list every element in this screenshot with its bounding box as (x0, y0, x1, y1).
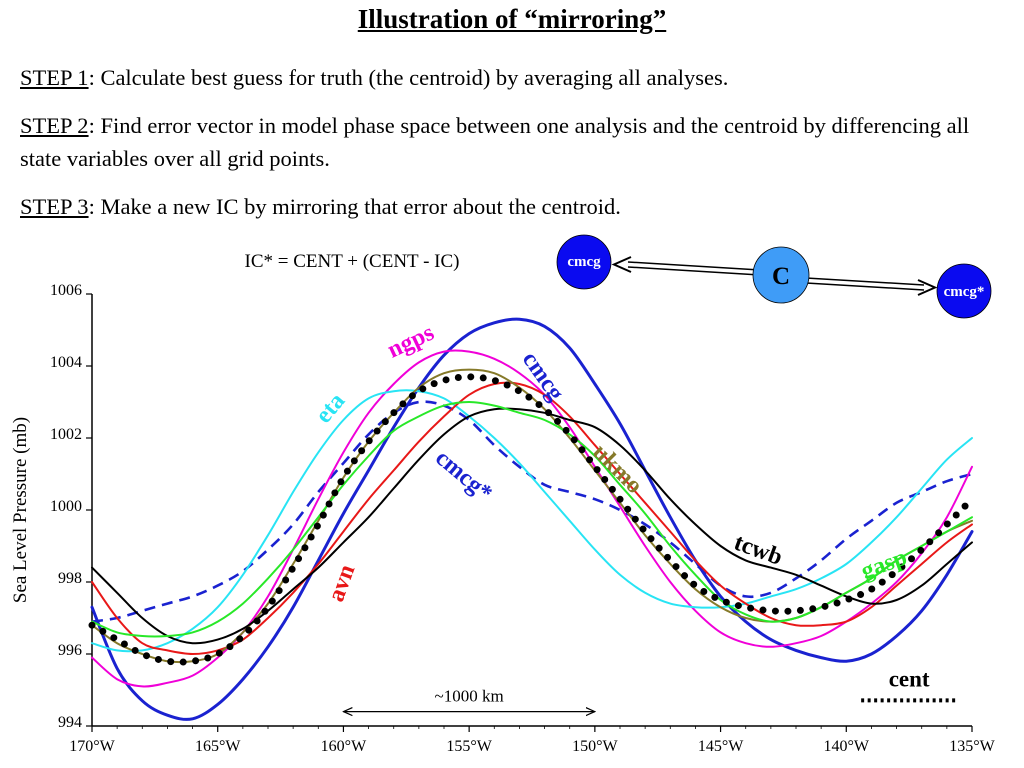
mirrored-ic-circle-label: cmcg* (944, 284, 985, 300)
series-line-cmcg-star (91, 400, 973, 623)
series-label-gasp: gasp (858, 544, 911, 584)
page-title: Illustration of “mirroring” (357, 4, 667, 34)
mirrored-ic-circle (936, 263, 992, 319)
y-tick-label: 1006 (50, 282, 82, 299)
y-tick-label: 996 (58, 642, 82, 659)
y-tick-label: 1002 (50, 426, 82, 443)
series-label-avn: avn (323, 561, 360, 605)
series-line-tcwb (91, 407, 973, 645)
y-tick-label: 998 (58, 570, 82, 587)
step-1: STEP 1: Calculate best guess for truth (… (20, 61, 1010, 94)
y-tick-group: 994 996 998 1000 1002 1004 1006 (50, 282, 92, 731)
series-label-cmcg-star: cmcg* (430, 445, 497, 507)
y-tick-label: 1000 (50, 498, 82, 515)
series-line-ngps (91, 349, 973, 688)
series-line-cent (88, 373, 976, 666)
ic-circle-label: cmcg (567, 254, 601, 270)
series-line-cmcg (90, 317, 974, 721)
step-1-text: : Calculate best guess for truth (the ce… (88, 65, 729, 90)
x-tick-label: 165°W (195, 738, 241, 755)
x-tick-label: 170°W (69, 738, 115, 755)
x-tick-label: 150°W (572, 738, 618, 755)
scale-bar-label: ~1000 km (435, 687, 504, 706)
x-tick-label: 155°W (446, 738, 492, 755)
step-1-label: STEP 1 (20, 65, 89, 90)
series-line-eta (91, 389, 973, 653)
step-2-label: STEP 2 (20, 113, 89, 138)
centroid-circle-label: C (772, 263, 790, 290)
centroid-circle (752, 246, 810, 304)
series-label-cent: cent (889, 666, 930, 691)
x-tick-label: 160°W (321, 738, 367, 755)
x-tick-label: 135°W (949, 738, 995, 755)
step-3-label: STEP 3 (20, 194, 89, 219)
y-tick-label: 1004 (50, 354, 82, 371)
formula-text: IC* = CENT + (CENT - IC) (245, 251, 460, 272)
series-group (88, 317, 976, 721)
ic-circle (556, 234, 612, 290)
x-tick-label: 140°W (824, 738, 870, 755)
step-2-text: : Find error vector in model phase space… (20, 113, 970, 171)
y-axis-label: Sea Level Pressure (mb) (10, 417, 31, 603)
x-tick-group: 170°W 165°W 160°W 155°W 150°W 145°W 140°W 135°W (69, 726, 996, 755)
series-line-avn (91, 381, 973, 656)
x-tick-label: 145°W (698, 738, 744, 755)
y-tick-label: 994 (58, 714, 82, 731)
scale-bar: ~1000 km (343, 687, 594, 712)
step-3-text: : Make a new IC by mirroring that error … (88, 194, 621, 219)
mirror-diagram: cmcg C cmcg* (556, 234, 992, 319)
step-2: STEP 2: Find error vector in model phase… (20, 109, 1010, 175)
double-arrow-left (611, 256, 761, 276)
double-arrow-right (805, 277, 938, 296)
step-3: STEP 3: Make a new IC by mirroring that … (20, 190, 1010, 223)
series-label-eta: eta (311, 388, 351, 428)
